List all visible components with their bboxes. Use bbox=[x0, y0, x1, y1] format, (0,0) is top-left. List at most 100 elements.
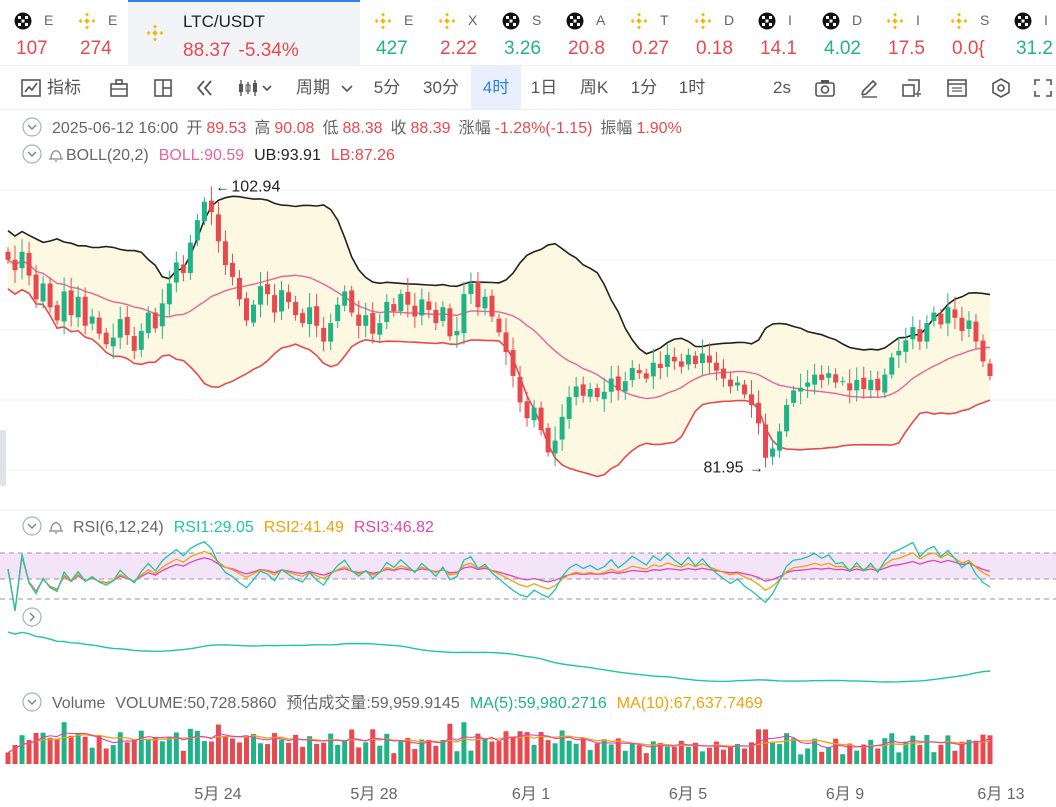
volume-bar[interactable] bbox=[875, 748, 881, 764]
candle[interactable] bbox=[840, 376, 846, 386]
candle[interactable] bbox=[784, 398, 790, 437]
volume-bar[interactable] bbox=[931, 752, 937, 764]
candle[interactable] bbox=[412, 293, 418, 328]
volume-bar[interactable] bbox=[496, 741, 502, 764]
candle[interactable] bbox=[756, 390, 762, 435]
volume-bar[interactable] bbox=[889, 733, 895, 764]
candle[interactable] bbox=[685, 348, 691, 371]
candle[interactable] bbox=[566, 386, 572, 429]
volume-bar[interactable] bbox=[847, 743, 853, 764]
refresh-interval[interactable]: 2s bbox=[773, 78, 791, 97]
volume-bar[interactable] bbox=[636, 745, 642, 764]
volume-bar[interactable] bbox=[258, 743, 264, 764]
ticker-item[interactable]: A 20.8 bbox=[552, 0, 616, 65]
volume-bar[interactable] bbox=[819, 751, 825, 764]
candle[interactable] bbox=[938, 308, 944, 329]
candle[interactable] bbox=[419, 288, 425, 326]
candle[interactable] bbox=[664, 343, 670, 377]
candle[interactable] bbox=[734, 376, 740, 392]
candle[interactable] bbox=[201, 197, 207, 226]
candle[interactable] bbox=[671, 347, 677, 370]
volume-bar[interactable] bbox=[552, 743, 558, 764]
replay-icon[interactable] bbox=[194, 77, 216, 99]
volume-bar[interactable] bbox=[447, 723, 453, 764]
candle[interactable] bbox=[889, 352, 895, 379]
candle[interactable] bbox=[749, 380, 755, 418]
price-chart[interactable]: ← 102.94 → 81.95 2025-06-12 16:00 开 89.53 高 90.… bbox=[0, 110, 1056, 807]
volume-bar[interactable] bbox=[349, 729, 355, 764]
candle[interactable] bbox=[251, 300, 256, 327]
volume-bar[interactable] bbox=[342, 740, 348, 764]
volume-bar[interactable] bbox=[412, 749, 418, 764]
data-window-icon[interactable] bbox=[946, 77, 968, 99]
volume-bar[interactable] bbox=[938, 744, 944, 764]
volume-bar[interactable] bbox=[243, 736, 249, 764]
interval-tab[interactable]: 5分 bbox=[373, 78, 401, 97]
volume-bar[interactable] bbox=[833, 738, 839, 764]
volume-bar[interactable] bbox=[517, 731, 523, 764]
volume-bar[interactable] bbox=[461, 722, 467, 764]
candle[interactable] bbox=[580, 376, 586, 403]
candle[interactable] bbox=[384, 294, 390, 330]
volume-bar[interactable] bbox=[749, 742, 755, 764]
volume-bar[interactable] bbox=[222, 736, 228, 764]
candle[interactable] bbox=[307, 293, 313, 337]
candle[interactable] bbox=[931, 306, 937, 327]
candle[interactable] bbox=[124, 306, 130, 345]
ticker-item[interactable]: E 427 bbox=[360, 0, 424, 65]
candle[interactable] bbox=[454, 316, 460, 348]
candle[interactable] bbox=[819, 365, 825, 389]
candle[interactable] bbox=[138, 323, 144, 357]
candle[interactable] bbox=[152, 307, 158, 333]
candle[interactable] bbox=[882, 368, 888, 399]
candle[interactable] bbox=[131, 326, 137, 360]
volume-bar[interactable] bbox=[910, 735, 916, 764]
candle[interactable] bbox=[349, 285, 355, 317]
candle[interactable] bbox=[258, 272, 264, 318]
candle[interactable] bbox=[847, 369, 853, 404]
candle[interactable] bbox=[215, 201, 221, 253]
candle[interactable] bbox=[531, 399, 537, 428]
candle[interactable] bbox=[314, 293, 320, 338]
candle[interactable] bbox=[517, 366, 523, 413]
volume-bar[interactable] bbox=[713, 741, 719, 764]
candle[interactable] bbox=[433, 302, 439, 331]
indicator-chart-icon[interactable] bbox=[20, 77, 42, 99]
ticker-item[interactable]: D 4.02 bbox=[808, 0, 872, 65]
volume-bar[interactable] bbox=[545, 740, 551, 764]
candle[interactable] bbox=[5, 247, 11, 264]
candle[interactable] bbox=[770, 439, 776, 466]
candle[interactable] bbox=[791, 385, 797, 408]
candlestick-type-icon[interactable] bbox=[237, 77, 273, 99]
interval-tab[interactable]: 30分 bbox=[423, 78, 459, 97]
volume-bar[interactable] bbox=[265, 744, 271, 764]
volume-bar[interactable] bbox=[580, 737, 586, 764]
ticker-item[interactable]: S 0.0{ bbox=[936, 0, 1000, 65]
volume-bar[interactable] bbox=[594, 743, 600, 764]
volume-bar[interactable] bbox=[678, 740, 684, 764]
volume-bar[interactable] bbox=[335, 744, 341, 764]
candle[interactable] bbox=[924, 315, 930, 349]
volume-bar[interactable] bbox=[208, 741, 214, 764]
volume-bar[interactable] bbox=[173, 732, 179, 764]
ticker-item[interactable]: I 31.2 bbox=[1000, 0, 1056, 65]
candle[interactable] bbox=[447, 303, 453, 341]
candle[interactable] bbox=[405, 277, 411, 318]
volume-bar[interactable] bbox=[952, 750, 958, 764]
volume-bar[interactable] bbox=[54, 738, 60, 764]
volume-bar[interactable] bbox=[328, 733, 334, 764]
briefcase-icon[interactable] bbox=[108, 77, 130, 99]
candle[interactable] bbox=[236, 270, 242, 307]
ticker-item[interactable]: X 2.22 bbox=[424, 0, 488, 65]
candle[interactable] bbox=[896, 336, 902, 369]
volume-bar[interactable] bbox=[706, 747, 712, 764]
candle[interactable] bbox=[103, 328, 109, 349]
volume-bar[interactable] bbox=[615, 738, 621, 764]
candle[interactable] bbox=[96, 311, 102, 340]
volume-bar[interactable] bbox=[419, 739, 425, 764]
pencil-icon[interactable] bbox=[858, 77, 880, 99]
candle[interactable] bbox=[524, 391, 530, 427]
candle[interactable] bbox=[643, 368, 649, 383]
volume-bar[interactable] bbox=[370, 729, 376, 764]
volume-bar[interactable] bbox=[685, 747, 691, 764]
